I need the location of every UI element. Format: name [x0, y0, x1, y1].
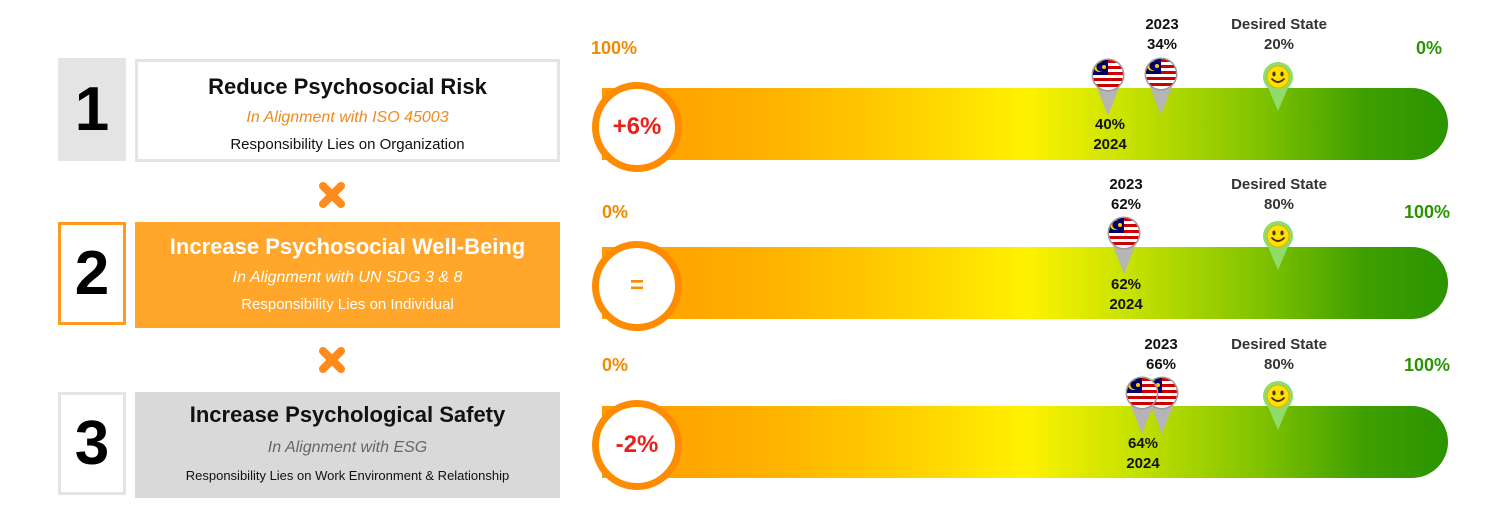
- bar2-change-text: =: [629, 272, 644, 299]
- bar2-2023-year: 2023: [1109, 176, 1143, 193]
- row3-number: 3: [58, 392, 126, 495]
- bar2-change-badge: =: [592, 241, 682, 331]
- smiley-pin-icon: [1262, 220, 1294, 272]
- bar3-2024-label: 64% 2024: [1113, 434, 1173, 474]
- row2-number: 2: [58, 222, 126, 325]
- bar1-scale-right: 0%: [1416, 38, 1443, 58]
- bar3-change-badge: -2%: [592, 400, 682, 490]
- bar1-change-text: +6%: [612, 113, 662, 140]
- bar3-change-text: -2%: [615, 431, 659, 458]
- bar2-2023-label: 2023 62%: [1096, 175, 1156, 215]
- bar2-2024-value: 62%: [1110, 276, 1142, 293]
- bar2-desired-text: Desired State: [1231, 176, 1327, 193]
- row3-alignment: In Alignment with ESG: [267, 439, 428, 456]
- smiley-pin-icon: [1262, 61, 1294, 113]
- bar3-desired-text: Desired State: [1231, 336, 1327, 353]
- bar1-desired-text: Desired State: [1231, 16, 1327, 33]
- bar3-desired-value: 80%: [1263, 356, 1295, 373]
- bar2-scale-left: 0%: [602, 202, 629, 222]
- bar1-2024-value: 40%: [1094, 116, 1126, 133]
- bar1-desired-label: Desired State 20%: [1214, 15, 1344, 55]
- bar3-2024-value: 64%: [1127, 435, 1159, 452]
- bar2-desired-label: Desired State 80%: [1214, 175, 1344, 215]
- row1-title: Reduce Psychosocial Risk: [208, 74, 487, 99]
- row3-title: Increase Psychological Safety: [189, 402, 506, 427]
- row1-responsibility: Responsibility Lies on Organization: [230, 136, 465, 153]
- row3-responsibility: Responsibility Lies on Work Environment …: [185, 468, 510, 483]
- malaysia-flag-pin-icon: [1091, 58, 1125, 118]
- row1-number-text: 1: [74, 75, 110, 144]
- bar3-2023-label: 2023 66%: [1131, 335, 1191, 375]
- bar1-2023-label: 2023 34%: [1132, 15, 1192, 55]
- bar1-change-badge: +6%: [592, 82, 682, 172]
- bar3-2023-value: 66%: [1145, 356, 1177, 373]
- bar2-scale-right: 100%: [1404, 202, 1451, 222]
- bar3-scale-right: 100%: [1404, 355, 1451, 375]
- bar2-2024-year: 2024: [1109, 296, 1143, 313]
- bar2-gradient: [602, 247, 1448, 319]
- bar3-2024-year: 2024: [1126, 455, 1160, 472]
- cross-icon: [319, 182, 345, 208]
- bar1-2024-year: 2024: [1093, 136, 1127, 153]
- smiley-pin-icon: [1262, 380, 1294, 432]
- bar2-2024-label: 62% 2024: [1096, 275, 1156, 315]
- row2-card: Increase Psychosocial Well-Being In Alig…: [135, 222, 560, 328]
- bar1-2024-label: 40% 2024: [1080, 115, 1140, 155]
- bar1-2023-year: 2023: [1145, 16, 1179, 33]
- bar3-scale-left: 0%: [602, 355, 629, 375]
- bar3-2023-year: 2023: [1144, 336, 1178, 353]
- row1-alignment: In Alignment with ISO 45003: [246, 109, 449, 126]
- malaysia-flag-pin-icon: [1144, 57, 1178, 117]
- bar1-desired-value: 20%: [1263, 36, 1295, 53]
- bar3-gradient: [602, 406, 1448, 478]
- row2-responsibility: Responsibility Lies on Individual: [241, 296, 454, 313]
- row2-number-text: 2: [74, 239, 110, 308]
- bar1-scale-left: 100%: [591, 38, 638, 58]
- row3-number-text: 3: [74, 409, 110, 478]
- row2-alignment: In Alignment with UN SDG 3 & 8: [232, 269, 463, 286]
- bar2-2023-value: 62%: [1110, 196, 1142, 213]
- row1-card: Reduce Psychosocial Risk In Alignment wi…: [135, 59, 560, 162]
- bar1-gradient: [602, 88, 1448, 160]
- bar1-2023-value: 34%: [1146, 36, 1178, 53]
- row2-title: Increase Psychosocial Well-Being: [169, 234, 526, 259]
- bar2-desired-value: 80%: [1263, 196, 1295, 213]
- row3-card: Increase Psychological Safety In Alignme…: [135, 392, 560, 498]
- cross-icon: [319, 347, 345, 373]
- malaysia-flag-pin-icon: [1125, 376, 1159, 436]
- bar3-desired-label: Desired State 80%: [1214, 335, 1344, 375]
- malaysia-flag-pin-icon: [1107, 216, 1141, 276]
- row1-number: 1: [58, 58, 126, 161]
